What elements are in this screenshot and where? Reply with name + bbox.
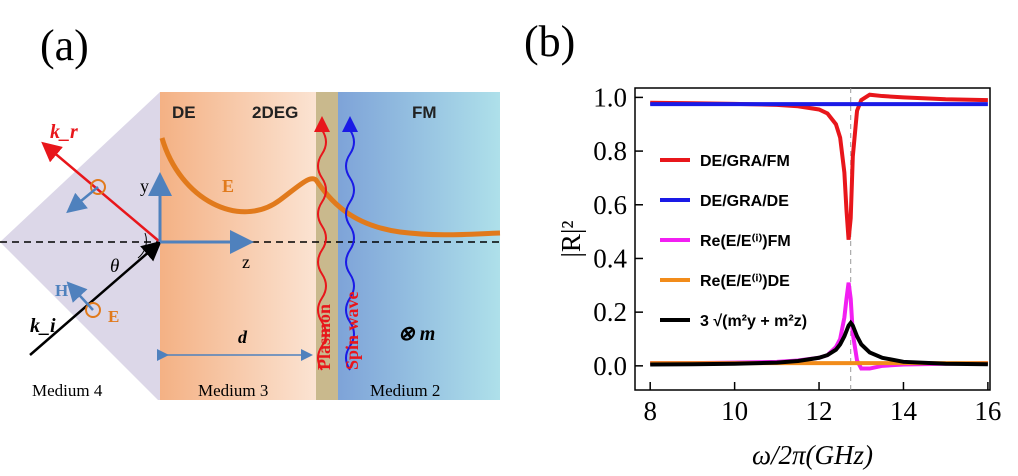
h-label: H [55,281,68,300]
spin-wave [342,116,358,371]
y-tick-label: 0.2 [593,297,627,327]
x-axis-label: ω/2π(GHz) [752,440,873,470]
k-i-label: k_i [30,315,56,337]
e-label: E [222,176,234,196]
prism [0,92,160,400]
y-tick-label: 1.0 [593,82,627,112]
x-tick-label: 10 [721,396,748,426]
x-tick-label: 8 [643,396,657,426]
plot-frame [634,87,991,391]
z-axis-label: z [242,252,250,272]
medium-label: Medium 2 [370,381,440,400]
h-vector [66,186,99,214]
legend-label: Re(E/E⁽ⁱ⁾)DE [700,273,790,290]
k-r-label: k_r [50,121,78,143]
e-label: E [108,307,119,326]
y-tick-label: 0.0 [593,351,627,381]
region-label: 2DEG [252,103,298,122]
region-label: DE [172,103,196,122]
panel-label: (b) [524,17,575,66]
legend-label: DE/GRA/DE [700,193,789,210]
incident-wave [29,240,162,356]
series-line [650,319,988,367]
y-axis-label: |R|² [556,221,586,258]
medium-2 [338,92,500,400]
y-tick-label: 0.4 [593,243,627,273]
angle-arc [137,232,147,259]
medium-3 [160,92,316,400]
medium-label: Medium 4 [32,381,103,400]
panel-a: (a) DE 2DEG FM k_r E y z θ H E k_i d Pla… [0,21,501,400]
x-tick-label: 16 [974,396,1001,426]
m-label: ⊗ m [398,323,435,345]
e-out-symbol [85,302,101,318]
panel-b: (b) 0.0 0.2 0.4 0.6 0.8 1.0 8 10 12 14 16 ω/2π(GHz)… [524,17,1001,470]
e-out-symbol [90,179,106,195]
legend-label: DE/GRA/FM [700,153,790,170]
medium-label: Medium 3 [198,381,268,400]
h-vector [66,281,94,311]
spin-wave-label: Spin wave [342,291,362,370]
panel-label: (a) [40,21,89,70]
plasmon-label: Plasmon [314,304,334,370]
y-tick-label: 0.8 [593,136,627,166]
theta-label: θ [110,256,119,277]
plasmon-wave [314,116,330,371]
d-label: d [238,327,248,347]
region-label: FM [412,103,437,122]
x-tick-label: 14 [890,396,918,426]
x-tick-label: 12 [806,396,833,426]
legend-label: Re(E/E⁽ⁱ⁾)FM [700,233,791,250]
e-field-curve [159,137,501,238]
y-tick-label: 0.6 [593,190,627,220]
y-axis-label: y [140,176,149,196]
legend-label: 3 √(m²y + m²z) [700,313,807,330]
